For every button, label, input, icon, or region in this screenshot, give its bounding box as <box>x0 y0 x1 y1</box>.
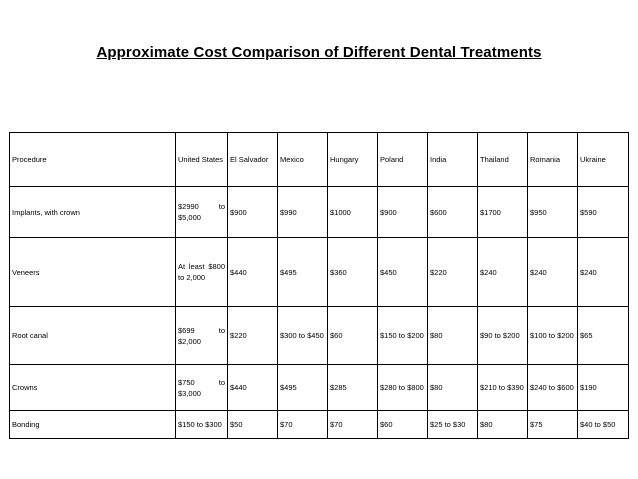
table-cell: $240 <box>577 237 629 307</box>
table-cell: $220 <box>427 237 478 307</box>
table-row: Crowns $750 to $3,000 $440 $495 $285 $28… <box>9 364 629 411</box>
header-cell: Procedure <box>9 132 176 187</box>
table-cell: $360 <box>327 237 378 307</box>
page-title: Approximate Cost Comparison of Different… <box>96 44 542 61</box>
table-cell: $40 to $50 <box>577 410 629 439</box>
table-cell: $2990 to $5,000 <box>175 186 228 238</box>
table-cell: $240 to $600 <box>527 364 578 411</box>
cost-comparison-table: Procedure United States El Salvador Mexi… <box>9 132 629 439</box>
header-cell: El Salvador <box>227 132 278 187</box>
header-cell: Poland <box>377 132 428 187</box>
table-cell: Implants, with crown <box>9 186 176 238</box>
header-cell: Romania <box>527 132 578 187</box>
header-cell: Hungary <box>327 132 378 187</box>
table-row: Veneers At least $800 to 2,000 $440 $495… <box>9 237 629 307</box>
table-cell: Root canal <box>9 306 176 365</box>
table-cell: $900 <box>227 186 278 238</box>
table-row: Bonding $150 to $300 $50 $70 $70 $60 $25… <box>9 410 629 439</box>
table-cell: $150 to $200 <box>377 306 428 365</box>
table-cell: $990 <box>277 186 328 238</box>
table-cell: $1700 <box>477 186 528 238</box>
table-cell: $75 <box>527 410 578 439</box>
table-cell: $80 <box>477 410 528 439</box>
table-cell: $280 to $800 <box>377 364 428 411</box>
table-cell: Bonding <box>9 410 176 439</box>
table-cell: $65 <box>577 306 629 365</box>
table-cell: $80 <box>427 364 478 411</box>
table-cell: $70 <box>327 410 378 439</box>
table-cell: $750 to $3,000 <box>175 364 228 411</box>
table-cell: Crowns <box>9 364 176 411</box>
table-cell: $440 <box>227 364 278 411</box>
table-cell: $70 <box>277 410 328 439</box>
table-cell: $699 to $2,000 <box>175 306 228 365</box>
table-cell: $80 <box>427 306 478 365</box>
header-cell: India <box>427 132 478 187</box>
header-cell: Thailand <box>477 132 528 187</box>
table-cell: Veneers <box>9 237 176 307</box>
table-cell: $950 <box>527 186 578 238</box>
table-cell: $440 <box>227 237 278 307</box>
table-cell: $150 to $300 <box>175 410 228 439</box>
table-cell: $60 <box>377 410 428 439</box>
header-cell: Ukraine <box>577 132 629 187</box>
table-cell: $450 <box>377 237 428 307</box>
table-cell: $60 <box>327 306 378 365</box>
table-cell: $100 to $200 <box>527 306 578 365</box>
table-row: Root canal $699 to $2,000 $220 $300 to $… <box>9 306 629 365</box>
table-cell: $90 to $200 <box>477 306 528 365</box>
table-cell: $590 <box>577 186 629 238</box>
header-cell: United States <box>175 132 228 187</box>
table-cell: $240 <box>527 237 578 307</box>
table-cell: At least $800 to 2,000 <box>175 237 228 307</box>
table-cell: $25 to $30 <box>427 410 478 439</box>
table-cell: $210 to $390 <box>477 364 528 411</box>
table-cell: $495 <box>277 364 328 411</box>
table-cell: $900 <box>377 186 428 238</box>
table-cell: $240 <box>477 237 528 307</box>
header-cell: Mexico <box>277 132 328 187</box>
table-cell: $285 <box>327 364 378 411</box>
table-cell: $300 to $450 <box>277 306 328 365</box>
table-row: Implants, with crown $2990 to $5,000 $90… <box>9 186 629 238</box>
header-row: Procedure United States El Salvador Mexi… <box>9 132 629 187</box>
table-cell: $1000 <box>327 186 378 238</box>
table-cell: $50 <box>227 410 278 439</box>
table-cell: $190 <box>577 364 629 411</box>
table-cell: $495 <box>277 237 328 307</box>
table-cell: $600 <box>427 186 478 238</box>
table-cell: $220 <box>227 306 278 365</box>
